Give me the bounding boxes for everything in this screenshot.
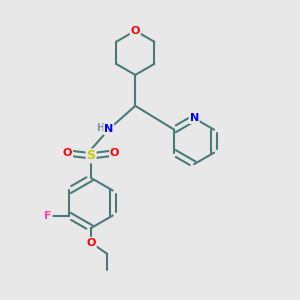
Text: N: N: [190, 113, 199, 123]
Text: N: N: [104, 124, 113, 134]
Text: F: F: [44, 211, 52, 220]
Text: H: H: [97, 123, 105, 133]
Text: O: O: [110, 148, 119, 158]
Text: S: S: [87, 149, 96, 162]
Text: O: O: [86, 238, 96, 248]
Text: O: O: [63, 148, 72, 158]
Text: O: O: [130, 26, 140, 36]
